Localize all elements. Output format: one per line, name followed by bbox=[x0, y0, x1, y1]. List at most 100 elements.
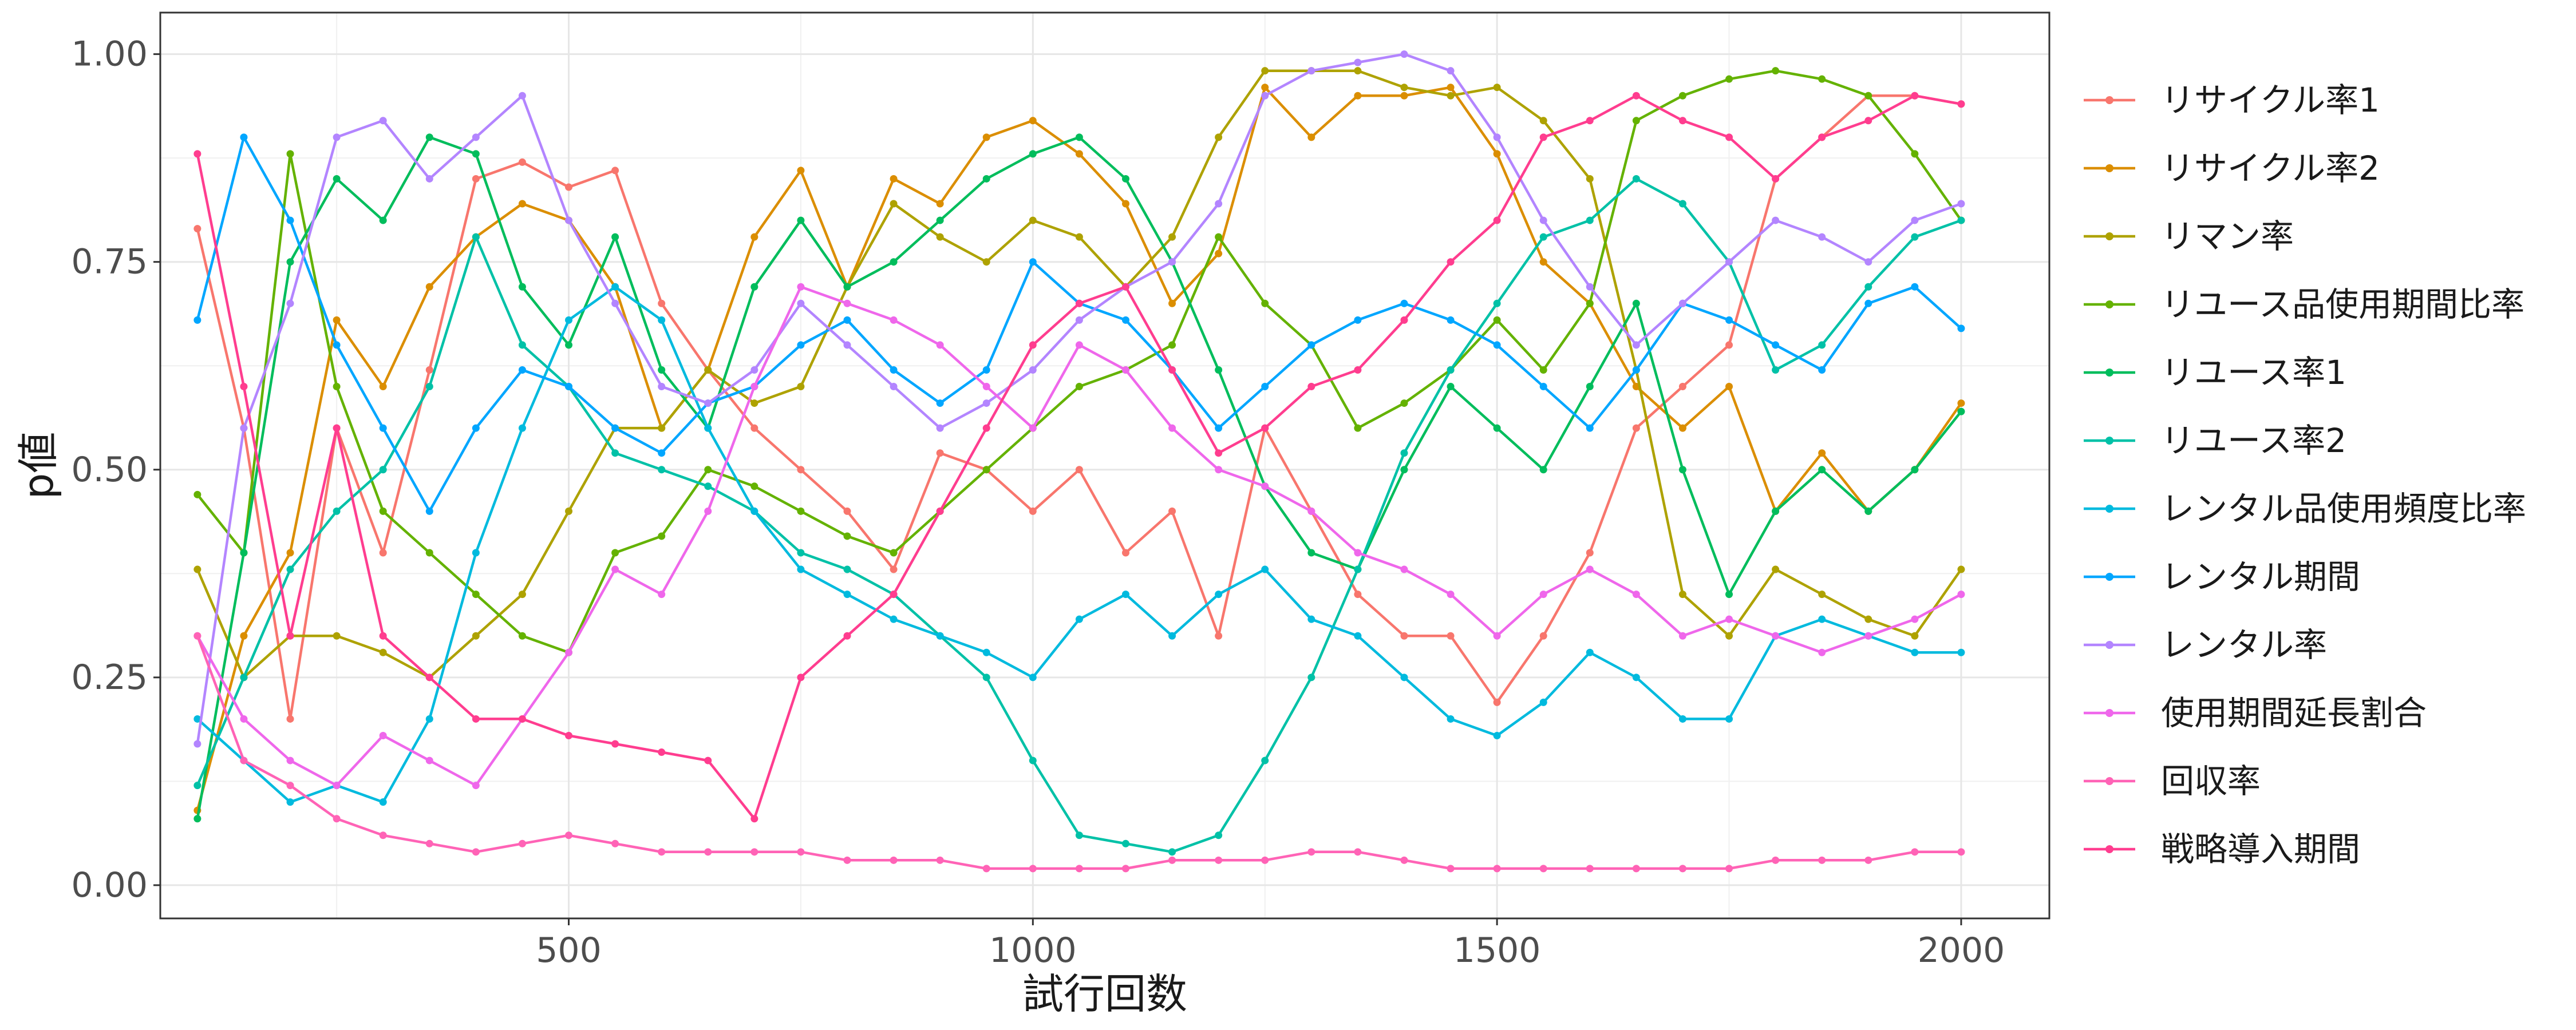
data-point bbox=[1447, 258, 1455, 266]
legend-key-point bbox=[2105, 505, 2113, 513]
data-point bbox=[518, 366, 526, 374]
data-point bbox=[1493, 316, 1501, 324]
data-point bbox=[1307, 507, 1315, 515]
data-point bbox=[797, 466, 805, 474]
data-point bbox=[1678, 865, 1686, 873]
data-point bbox=[1261, 383, 1269, 391]
data-point bbox=[1678, 632, 1686, 640]
data-point bbox=[1121, 366, 1129, 374]
data-point bbox=[1632, 92, 1640, 100]
data-point bbox=[1447, 715, 1455, 723]
data-point bbox=[1818, 648, 1826, 656]
legend-key-point bbox=[2105, 777, 2113, 785]
data-point bbox=[425, 756, 433, 764]
data-point bbox=[611, 424, 619, 432]
data-point bbox=[1539, 591, 1547, 599]
data-point bbox=[611, 299, 619, 307]
data-point bbox=[472, 715, 480, 723]
data-point bbox=[565, 507, 573, 515]
data-point bbox=[472, 591, 480, 599]
data-point bbox=[982, 648, 990, 656]
data-point bbox=[1447, 865, 1455, 873]
data-point bbox=[843, 316, 851, 324]
data-point bbox=[704, 366, 712, 374]
data-point bbox=[1400, 299, 1408, 307]
data-point bbox=[333, 175, 341, 183]
data-point bbox=[1957, 648, 1965, 656]
data-point bbox=[518, 424, 526, 432]
data-point bbox=[1400, 632, 1408, 640]
data-point bbox=[379, 117, 387, 125]
data-point bbox=[890, 383, 898, 391]
data-point bbox=[1447, 84, 1455, 92]
data-point bbox=[1121, 283, 1129, 291]
data-point bbox=[286, 258, 294, 266]
data-point bbox=[1029, 674, 1037, 682]
legend-label: リユース率1 bbox=[2161, 353, 2346, 392]
data-point bbox=[1632, 424, 1640, 432]
data-point bbox=[1354, 591, 1362, 599]
legend-item: 戦略導入期間 bbox=[2084, 830, 2360, 869]
data-point bbox=[658, 532, 666, 540]
data-point bbox=[425, 383, 433, 391]
legend-item: リユース品使用期間比率 bbox=[2084, 285, 2524, 324]
data-point bbox=[1772, 67, 1780, 75]
data-point bbox=[425, 133, 433, 141]
data-point bbox=[1447, 92, 1455, 100]
x-tick-label: 1500 bbox=[1453, 930, 1541, 970]
data-point bbox=[1029, 424, 1037, 432]
data-point bbox=[1772, 341, 1780, 349]
data-point bbox=[1493, 341, 1501, 349]
data-point bbox=[240, 549, 248, 557]
data-point bbox=[1818, 133, 1826, 141]
data-point bbox=[1307, 133, 1315, 141]
data-point bbox=[1632, 299, 1640, 307]
data-point bbox=[193, 782, 202, 790]
data-point bbox=[518, 632, 526, 640]
data-point bbox=[1864, 258, 1872, 266]
data-point bbox=[1261, 92, 1269, 100]
data-point bbox=[1447, 316, 1455, 324]
legend-label: レンタル品使用頻度比率 bbox=[2161, 489, 2526, 528]
data-point bbox=[1539, 865, 1547, 873]
data-point bbox=[1539, 383, 1547, 391]
data-point bbox=[1725, 341, 1733, 349]
data-point bbox=[1586, 299, 1594, 307]
data-point bbox=[611, 283, 619, 291]
data-point bbox=[750, 383, 758, 391]
data-point bbox=[1215, 424, 1223, 432]
data-point bbox=[1400, 466, 1408, 474]
data-point bbox=[333, 316, 341, 324]
data-point bbox=[936, 507, 944, 515]
data-point bbox=[1911, 216, 1919, 224]
data-point bbox=[1632, 175, 1640, 183]
legend-item: レンタル率 bbox=[2084, 625, 2327, 664]
data-point bbox=[1586, 216, 1594, 224]
data-point bbox=[1725, 632, 1733, 640]
data-point bbox=[286, 549, 294, 557]
data-point bbox=[1168, 233, 1176, 241]
data-point bbox=[1772, 856, 1780, 864]
data-point bbox=[1539, 216, 1547, 224]
data-point bbox=[1539, 233, 1547, 241]
legend-item: リユース率1 bbox=[2084, 353, 2346, 392]
x-tick-label: 500 bbox=[536, 930, 602, 970]
data-point bbox=[890, 258, 898, 266]
data-point bbox=[1911, 648, 1919, 656]
data-point bbox=[472, 150, 480, 158]
data-point bbox=[425, 715, 433, 723]
data-point bbox=[1864, 507, 1872, 515]
data-point bbox=[1678, 200, 1686, 208]
data-point bbox=[1911, 150, 1919, 158]
legend-key-point bbox=[2105, 232, 2113, 240]
data-point bbox=[1772, 216, 1780, 224]
data-point bbox=[658, 299, 666, 307]
data-point bbox=[425, 175, 433, 183]
data-point bbox=[1678, 383, 1686, 391]
data-point bbox=[658, 591, 666, 599]
y-axis-title: p値 bbox=[14, 432, 62, 500]
data-point bbox=[379, 831, 387, 839]
data-point bbox=[1215, 856, 1223, 864]
y-tick-label: 0.25 bbox=[71, 657, 148, 698]
